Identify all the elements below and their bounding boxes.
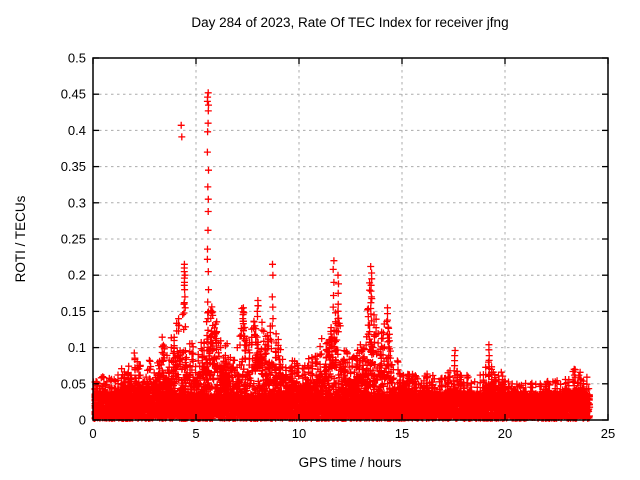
tick-labels: 0 5 10 15 20 25 0 0.05 0.1 0.15 0.2 0.25 0.3 0.35 0.4 0… (61, 51, 616, 442)
scatter-markers-path (91, 89, 594, 422)
y-tick-label: 0.25 (61, 232, 86, 247)
y-tick-label: 0.5 (68, 51, 86, 66)
y-tick-label: 0.45 (61, 87, 86, 102)
y-tick-label: 0.05 (61, 376, 86, 391)
x-axis-label: GPS time / hours (299, 455, 402, 470)
x-tick-label: 0 (89, 426, 96, 441)
x-tick-label: 5 (192, 426, 199, 441)
y-tick-label: 0.2 (68, 268, 86, 283)
scatter-points (91, 89, 594, 422)
y-tick-label: 0 (79, 413, 86, 428)
y-tick-label: 0.3 (68, 195, 86, 210)
x-tick-label: 20 (498, 426, 512, 441)
x-tick-label: 10 (292, 426, 306, 441)
y-tick-label: 0.15 (61, 304, 86, 319)
x-tick-label: 15 (395, 426, 409, 441)
y-axis-label: ROTI / TECUs (13, 195, 28, 282)
y-tick-label: 0.4 (68, 123, 86, 138)
grid-lines (93, 58, 608, 420)
y-tick-label: 0.1 (68, 340, 86, 355)
x-tick-label: 25 (601, 426, 615, 441)
tick-marks (92, 57, 609, 421)
y-tick-label: 0.35 (61, 159, 86, 174)
chart-title: Day 284 of 2023, Rate Of TEC Index for r… (191, 15, 508, 30)
